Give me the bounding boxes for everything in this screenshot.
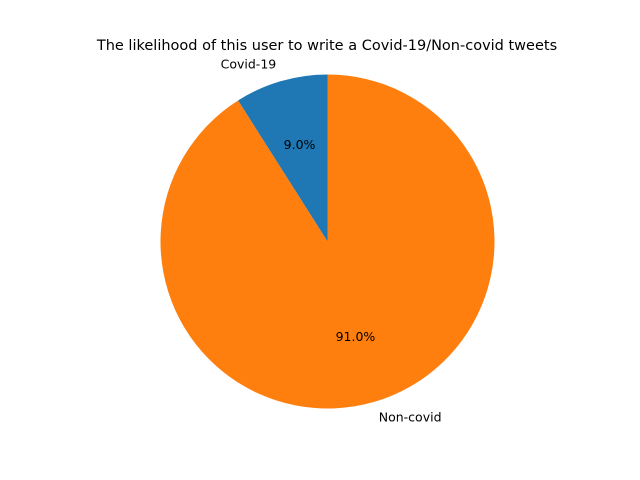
pie-labels: Covid-19 9.0% Non-covid 91.0%: [221, 57, 442, 425]
pie-slice-non-covid: [160, 74, 495, 409]
slice-label: Non-covid: [379, 409, 442, 424]
chart-title: The likelihood of this user to write a C…: [96, 38, 557, 54]
pie-slices: [160, 74, 495, 409]
slice-percent-label: 91.0%: [336, 329, 376, 344]
pie-slice-covid-19: [238, 74, 328, 242]
slice-percent-label: 9.0%: [284, 137, 316, 152]
slice-label: Covid-19: [221, 57, 277, 72]
